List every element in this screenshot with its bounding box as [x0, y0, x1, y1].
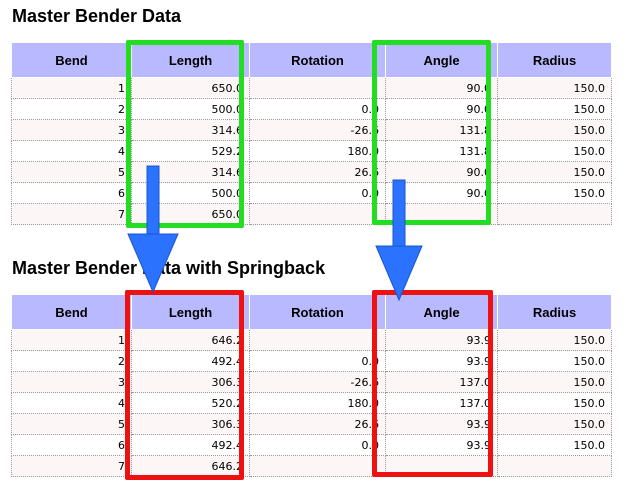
length-cell: 500.0: [131, 182, 250, 204]
table-row: 5 306.3 26.6 93.9 150.0: [11, 413, 612, 435]
column-header-angle: Angle: [385, 294, 498, 330]
bend-cell: 1: [11, 329, 132, 351]
length-cell: 492.4: [131, 434, 250, 456]
angle-cell: 93.9: [385, 329, 498, 351]
length-cell: 520.2: [131, 392, 250, 414]
angle-cell: 90.0: [385, 77, 498, 99]
radius-cell: [497, 203, 612, 225]
table-row: 1 646.2 93.9 150.0: [11, 329, 612, 351]
bend-cell: 2: [11, 350, 132, 372]
table-row: 4 520.2 180.0 137.0 150.0: [11, 392, 612, 414]
radius-cell: 150.0: [497, 329, 612, 351]
rotation-cell: 180.0: [249, 392, 386, 414]
rotation-cell: [249, 455, 386, 477]
column-header-radius: Radius: [497, 294, 612, 330]
table-row: 1 650.0 90.0 150.0: [11, 77, 612, 99]
length-cell: 646.2: [131, 329, 250, 351]
radius-cell: 150.0: [497, 371, 612, 393]
bend-cell: 7: [11, 455, 132, 477]
bend-cell: 7: [11, 203, 132, 225]
bend-cell: 1: [11, 77, 132, 99]
table-row: 7 646.2: [11, 455, 612, 477]
down-arrow-icon: [375, 179, 423, 302]
section-title-master-bender-data: Master Bender Data: [12, 6, 182, 26]
springback-table: Bend Length Rotation Angle Radius 1 646.…: [11, 294, 612, 477]
length-cell: 500.0: [131, 98, 250, 120]
length-cell: 650.0: [131, 77, 250, 99]
table-row: 6 492.4 0.0 93.9 150.0: [11, 434, 612, 456]
radius-cell: 150.0: [497, 182, 612, 204]
radius-cell: 150.0: [497, 434, 612, 456]
table-row: 2 500.0 0.0 90.0 150.0: [11, 98, 612, 120]
length-cell: 492.4: [131, 350, 250, 372]
column-header-length: Length: [131, 294, 250, 330]
radius-cell: 150.0: [497, 98, 612, 120]
bend-cell: 5: [11, 161, 132, 183]
radius-cell: 150.0: [497, 77, 612, 99]
angle-cell: [385, 203, 498, 225]
angle-cell: 131.8: [385, 140, 498, 162]
angle-cell: [385, 455, 498, 477]
rotation-cell: [249, 203, 386, 225]
down-arrow-icon: [127, 165, 179, 294]
bend-cell: 6: [11, 182, 132, 204]
table-header-row: Bend Length Rotation Angle Radius: [11, 42, 612, 78]
table-header-row: Bend Length Rotation Angle Radius: [11, 294, 612, 330]
rotation-cell: 0.0: [249, 350, 386, 372]
rotation-cell: 0.0: [249, 434, 386, 456]
radius-cell: 150.0: [497, 140, 612, 162]
length-cell: 650.0: [131, 203, 250, 225]
radius-cell: [497, 455, 612, 477]
rotation-cell: 180.0: [249, 140, 386, 162]
table-row: 2 492.4 0.0 93.9 150.0: [11, 350, 612, 372]
table-row: 7 650.0: [11, 203, 612, 225]
angle-cell: 137.0: [385, 371, 498, 393]
length-cell: 306.3: [131, 413, 250, 435]
angle-cell: 93.9: [385, 350, 498, 372]
column-header-rotation: Rotation: [249, 42, 386, 78]
table-row: 5 314.6 26.6 90.0 150.0: [11, 161, 612, 183]
length-cell: 314.6: [131, 119, 250, 141]
column-header-bend: Bend: [11, 294, 132, 330]
column-header-rotation: Rotation: [249, 294, 386, 330]
angle-cell: 93.9: [385, 434, 498, 456]
master-bender-table: Bend Length Rotation Angle Radius 1 650.…: [11, 42, 612, 225]
column-header-angle: Angle: [385, 42, 498, 78]
column-header-radius: Radius: [497, 42, 612, 78]
radius-cell: 150.0: [497, 413, 612, 435]
radius-cell: 150.0: [497, 119, 612, 141]
bend-cell: 5: [11, 413, 132, 435]
section-title-springback: Master Bender Data with Springback: [12, 258, 326, 278]
rotation-cell: 0.0: [249, 98, 386, 120]
radius-cell: 150.0: [497, 392, 612, 414]
radius-cell: 150.0: [497, 161, 612, 183]
angle-cell: 131.8: [385, 119, 498, 141]
table-row: 6 500.0 0.0 90.0 150.0: [11, 182, 612, 204]
